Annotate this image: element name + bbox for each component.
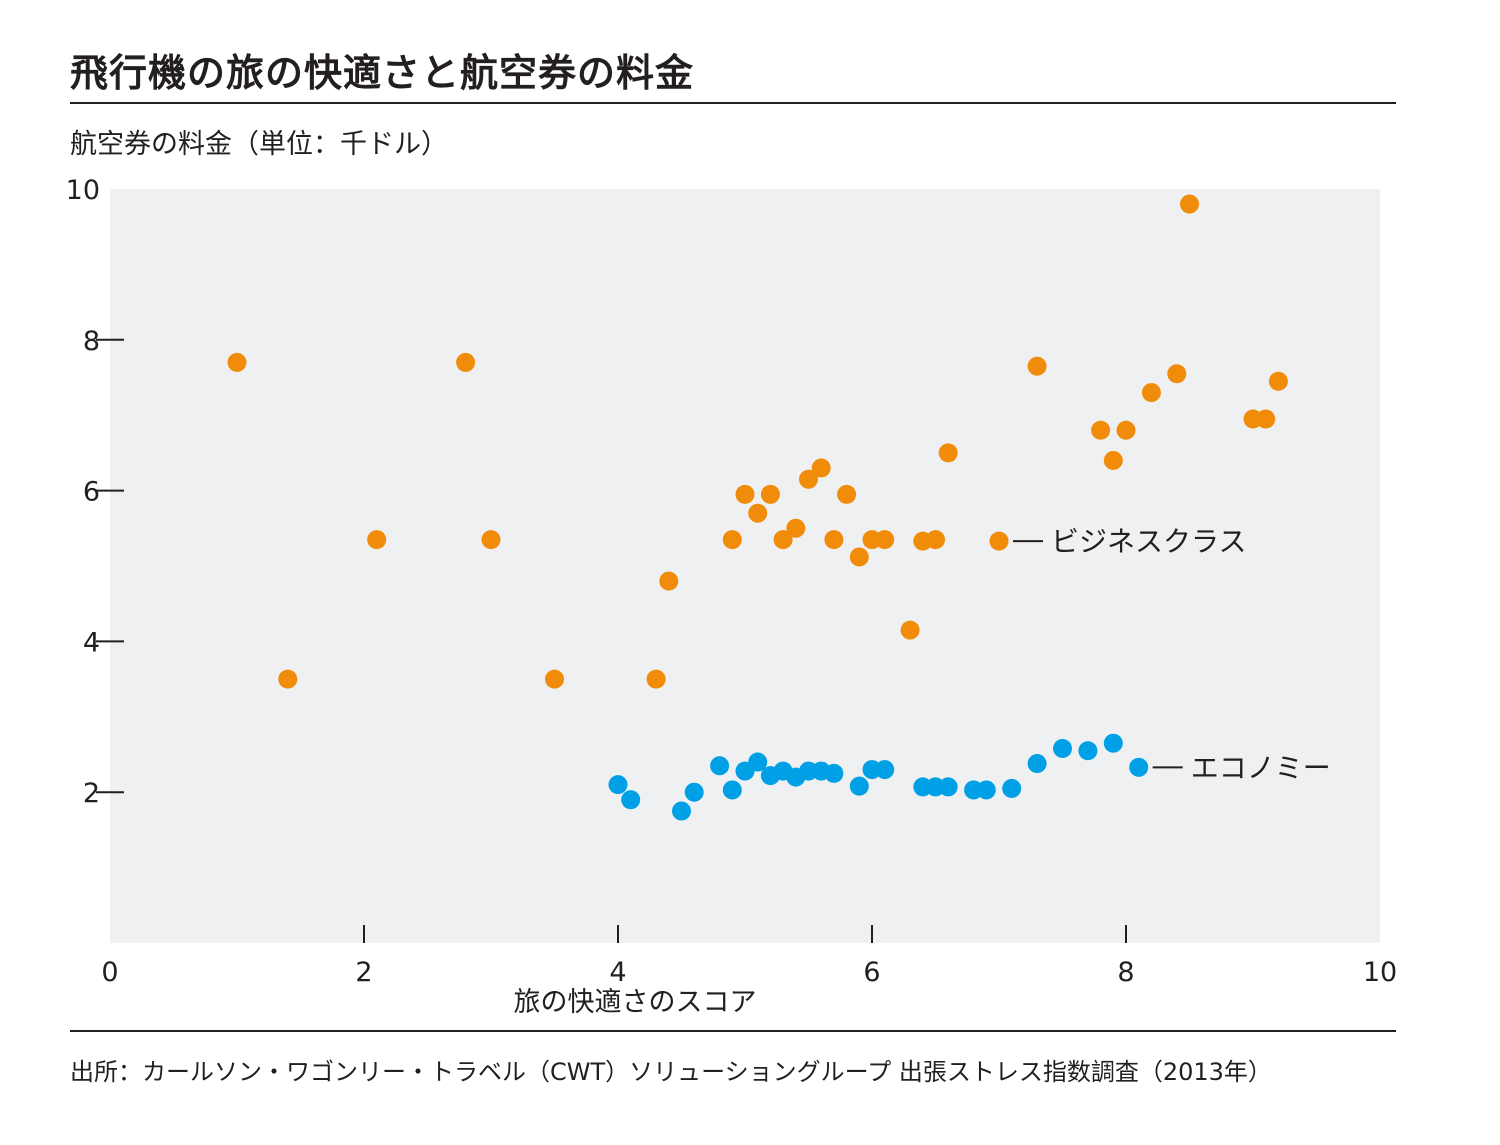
title-rule	[70, 102, 1396, 104]
business-class-point	[367, 530, 387, 550]
business-class-point	[1091, 420, 1111, 440]
y-tick-label: 10	[66, 175, 100, 206]
source-note: 出所：カールソン・ワゴンリー・トラベル（CWT）ソリューショングループ 出張スト…	[70, 1058, 1272, 1086]
business-class-point	[837, 484, 857, 504]
economy-point	[938, 777, 958, 797]
business-class-point	[735, 484, 755, 504]
y-tick-label: 2	[83, 778, 100, 809]
y-tick-label: 4	[83, 627, 100, 658]
business-class-point	[989, 531, 1009, 551]
y-axis-ticks: 2 4 6 8 10	[66, 175, 124, 809]
chart-title: 飛行機の旅の快適さと航空券の料金	[70, 51, 695, 95]
business-class-point	[1268, 371, 1288, 391]
economy-label: エコノミー	[1191, 751, 1331, 784]
economy-point	[849, 776, 869, 796]
economy-point	[1078, 741, 1098, 761]
x-tick-label: 0	[101, 957, 118, 988]
business-class-point	[1103, 450, 1123, 470]
business-class-point	[646, 669, 666, 689]
economy-point	[976, 780, 996, 800]
business-class-point	[1027, 356, 1047, 376]
y-tick-label: 6	[83, 477, 100, 508]
business-class-point	[456, 352, 476, 372]
y-axis-label: 航空券の料金（単位：千ドル）	[70, 129, 448, 160]
economy-point	[1053, 738, 1072, 758]
economy-point	[1129, 757, 1149, 777]
business-class-point	[1256, 409, 1276, 429]
x-tick-label: 8	[1117, 957, 1134, 988]
x-tick-label: 4	[609, 957, 626, 988]
business-class-point	[1116, 420, 1136, 440]
business-class-point	[1167, 364, 1187, 384]
economy-point	[748, 752, 768, 772]
economy-point	[1027, 754, 1047, 774]
business-class-point	[1180, 194, 1199, 214]
economy-point	[684, 782, 704, 802]
economy-point	[875, 760, 895, 780]
economy-point	[621, 790, 641, 810]
x-tick-label: 10	[1363, 957, 1397, 988]
business-class-point	[875, 530, 895, 550]
economy-point	[824, 763, 844, 783]
economy-point	[722, 780, 742, 800]
x-tick-label: 6	[863, 957, 880, 988]
business-class-label: ビジネスクラス	[1051, 525, 1246, 558]
business-class-point	[722, 530, 742, 550]
x-axis-label: 旅の快適さのスコア	[514, 987, 757, 1018]
business-class-point	[773, 530, 793, 550]
business-class-point	[227, 352, 247, 372]
business-class-point	[926, 530, 945, 550]
x-axis-ticks: 0 2 4 6 8 10	[101, 925, 1397, 988]
x-tick-label: 2	[355, 957, 372, 988]
business-class-point	[545, 669, 564, 689]
business-class-point	[278, 669, 298, 689]
economy-point	[672, 801, 691, 821]
y-tick-label: 8	[83, 326, 100, 357]
business-class-point	[786, 518, 806, 538]
economy-point	[1103, 733, 1123, 753]
business-class-point	[799, 469, 818, 489]
business-class-point	[824, 530, 844, 550]
business-class-point	[900, 620, 920, 640]
economy-point	[1002, 778, 1022, 798]
source-rule	[70, 1030, 1396, 1032]
business-class-point	[659, 571, 679, 591]
economy-point	[710, 756, 730, 776]
plot-area	[110, 189, 1380, 943]
business-class-point	[849, 547, 869, 567]
business-class-point	[1141, 383, 1161, 403]
business-class-point	[760, 484, 780, 504]
data-points	[227, 194, 1288, 821]
business-class-point	[481, 530, 501, 550]
business-class-point	[811, 458, 831, 478]
economy-point	[608, 775, 628, 795]
business-class-point	[938, 443, 958, 463]
business-class-point	[748, 503, 768, 523]
